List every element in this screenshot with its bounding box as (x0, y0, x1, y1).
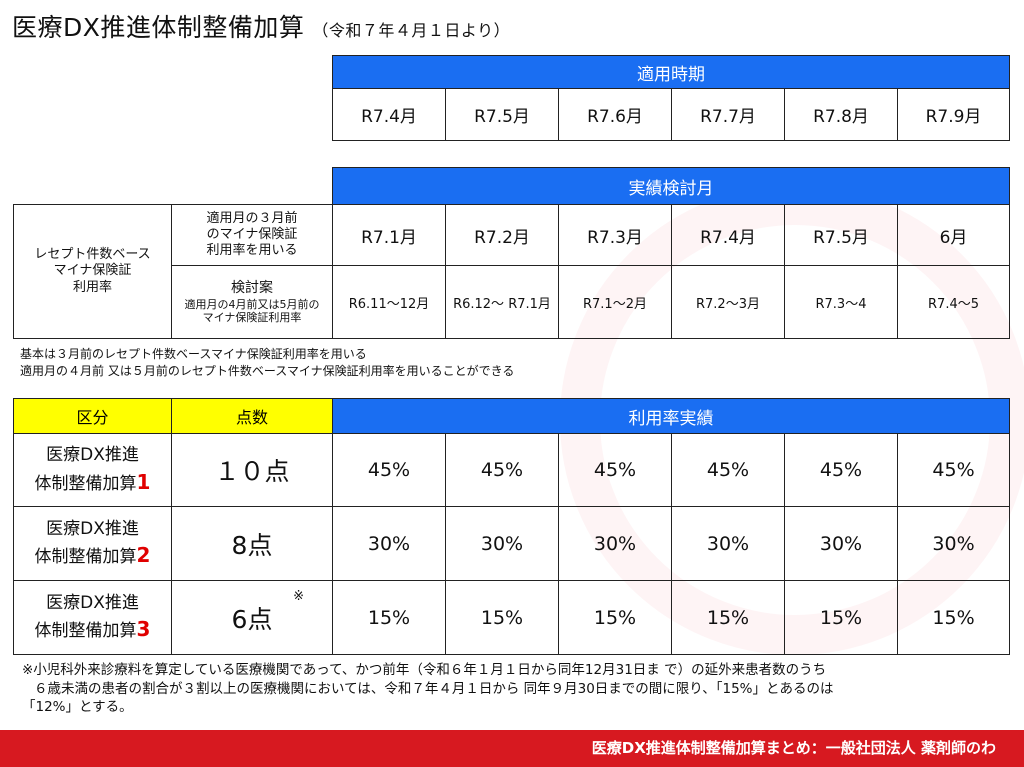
row2-label: 検討案 適用月の4月前又は5月前の マイナ保険証利用率 (171, 265, 333, 339)
review-left-label: レセプト件数ベース マイナ保険証 利用率 (13, 204, 172, 339)
rate-cell: 15% (558, 580, 672, 655)
page-title: 医療DX推進体制整備加算 （令和７年４月１日より） (12, 8, 510, 44)
footnote-line: ６歳未満の患者の割合が３割以上の医療機関においては、令和７年４月１日から 同年９… (34, 680, 834, 697)
rate-cell: 15% (445, 580, 559, 655)
rate-cell: 30% (784, 506, 898, 581)
title-subtitle: （令和７年４月１日より） (312, 21, 511, 40)
review-month-table: 実績検討月 レセプト件数ベース マイナ保険証 利用率 適用月の３月前 のマイナ保… (13, 167, 1011, 339)
points-cell: 8点 (171, 506, 333, 581)
rate-cell: 45% (558, 433, 672, 507)
review-range-cell: R6.11〜12月 (332, 265, 446, 339)
table-row: 医療DX推進 体制整備加算3 6点 ※ 15% 15% 15% 15% 15% 1… (13, 580, 1011, 655)
rate-cell: 45% (671, 433, 785, 507)
points-cell: 6点 ※ (171, 580, 333, 655)
kubun-number: 3 (136, 617, 151, 642)
left-label-line: レセプト件数ベース (34, 247, 151, 263)
row1-label: 適用月の３月前 のマイナ保険証 利用率を用いる (171, 204, 333, 266)
review-month-cell: 6月 (896, 204, 1011, 266)
rate-cell: 45% (784, 433, 898, 507)
left-label-line: マイナ保険証 (53, 263, 132, 279)
rate-cell: 30% (558, 506, 672, 581)
kubun-cell: 医療DX推進 体制整備加算1 (13, 433, 172, 507)
review-month-cell: R7.4月 (671, 204, 785, 266)
footnote: ※小児科外来診療料を算定している医療機関であって、かつ前年（令和６年１月１日から… (22, 661, 834, 717)
rates-header: 利用率実績 (331, 398, 1011, 434)
review-month-cell: R7.5月 (784, 204, 898, 266)
apply-period-table: 適用時期 R7.4月 R7.5月 R7.6月 R7.7月 R7.8月 R7.9月 (332, 55, 1010, 141)
review-header: 実績検討月 (331, 167, 1011, 205)
review-month-cell: R7.2月 (445, 204, 559, 266)
review-range-cell: R7.4〜5 (896, 265, 1011, 339)
rate-cell: 30% (332, 506, 446, 581)
rate-cell: 15% (896, 580, 1011, 655)
apply-month-cell: R7.7月 (671, 88, 785, 141)
kubun-header: 区分 (13, 398, 172, 434)
row2-label-line: マイナ保険証利用率 (202, 310, 302, 324)
kubun-name-line: 医療DX推進 (46, 518, 139, 539)
review-range-cell: R6.12〜 R7.1月 (445, 265, 559, 339)
points-value: １０点 (214, 457, 290, 486)
apply-month-cell: R7.4月 (332, 88, 446, 141)
review-month-cell: R7.3月 (558, 204, 672, 266)
left-label-line: 利用率 (72, 279, 112, 295)
kubun-cell: 医療DX推進 体制整備加算3 (13, 580, 172, 655)
points-value: 8点 (231, 530, 273, 560)
kubun-name-line: 体制整備加算 (34, 473, 137, 494)
points-header: 点数 (171, 398, 333, 434)
rate-cell: 15% (784, 580, 898, 655)
points-mark: ※ (293, 589, 304, 604)
rate-cell: 45% (445, 433, 559, 507)
row1-label-line: 適用月の３月前 (206, 210, 298, 226)
footer-banner: 医療DX推進体制整備加算まとめ：一般社団法人 薬剤師のわ (0, 730, 1024, 767)
footnote-line: 「12%」とする。 (22, 699, 133, 716)
review-range-cell: R7.1〜2月 (558, 265, 672, 339)
rate-cell: 30% (671, 506, 785, 581)
kubun-name-line: 体制整備加算 (34, 547, 137, 568)
kubun-name-line: 体制整備加算 (34, 621, 137, 642)
review-range-cell: R7.3〜4 (784, 265, 898, 339)
footnote-line: ※小児科外来診療料を算定している医療機関であって、かつ前年（令和６年１月１日から… (22, 662, 827, 678)
kubun-name-line: 医療DX推進 (46, 445, 139, 466)
points-value: 6点 (231, 604, 273, 634)
rate-cell: 30% (896, 506, 1011, 581)
apply-month-cell: R7.6月 (558, 88, 672, 141)
table-row: 医療DX推進 体制整備加算1 １０点 45% 45% 45% 45% 45% 4… (13, 433, 1011, 507)
rate-cell: 30% (445, 506, 559, 581)
kubun-number: 1 (136, 469, 151, 494)
points-cell: １０点 (171, 433, 333, 507)
rate-cell: 15% (332, 580, 446, 655)
apply-month-cell: R7.9月 (897, 88, 1010, 141)
table-row: 医療DX推進 体制整備加算2 8点 30% 30% 30% 30% 30% 30… (13, 506, 1011, 581)
rate-cell: 45% (896, 433, 1011, 507)
review-range-cell: R7.2〜3月 (671, 265, 785, 339)
review-month-cell: R7.1月 (332, 204, 446, 266)
rate-cell: 45% (332, 433, 446, 507)
row2-label-line: 適用月の4月前又は5月前の (184, 297, 320, 311)
kubun-name-line: 医療DX推進 (46, 592, 139, 613)
note-line: 基本は３月前のレセプト件数ベースマイナ保険証利用率を用いる (20, 347, 367, 361)
title-text: 医療DX推進体制整備加算 (12, 13, 305, 42)
row1-label-line: のマイナ保険証 (206, 226, 298, 242)
apply-month-cell: R7.8月 (784, 88, 898, 141)
row2-label-title: 検討案 (231, 280, 273, 297)
kubun-cell: 医療DX推進 体制整備加算2 (13, 506, 172, 581)
apply-month-cell: R7.5月 (445, 88, 559, 141)
note-line: 適用月の４月前 又は５月前のレセプト件数ベースマイナ保険証利用率を用いることがで… (20, 364, 515, 378)
rate-cell: 15% (671, 580, 785, 655)
rates-table: 区分 点数 利用率実績 医療DX推進 体制整備加算1 １０点 45% 45% 4… (13, 398, 1011, 655)
row1-label-line: 利用率を用いる (206, 243, 298, 259)
apply-period-header: 適用時期 (332, 55, 1010, 89)
kubun-number: 2 (136, 543, 151, 568)
